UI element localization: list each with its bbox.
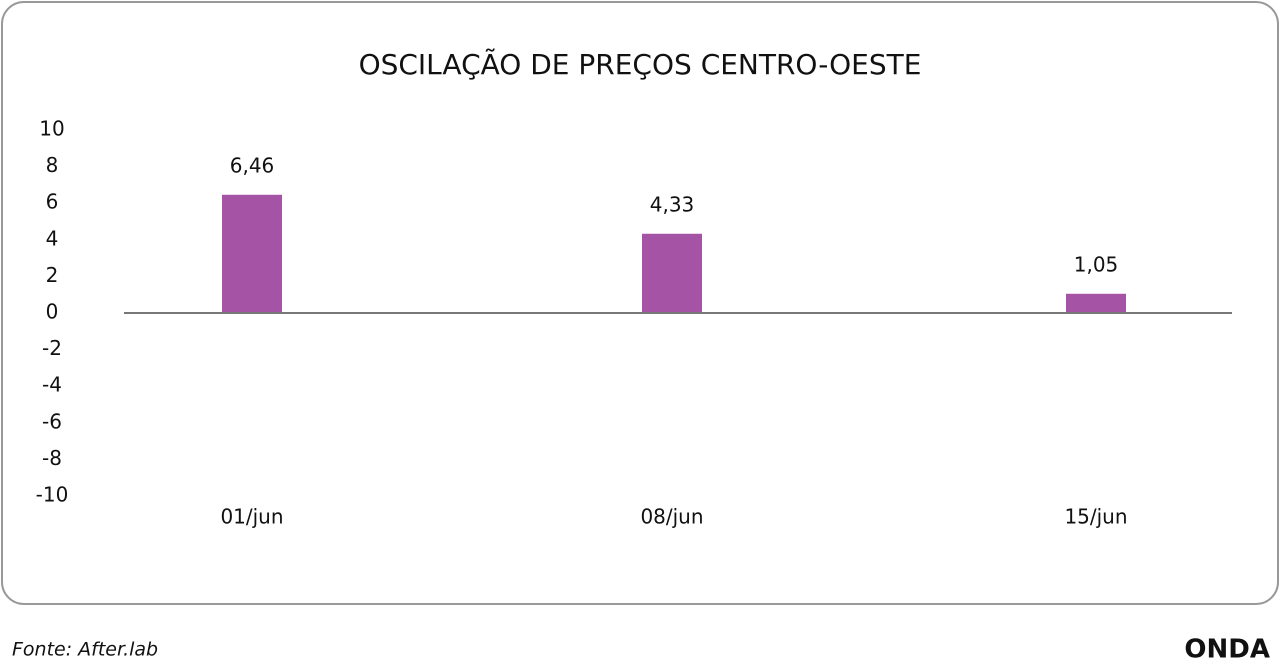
x-tick-label: 08/jun xyxy=(640,505,703,529)
y-tick-label: 10 xyxy=(39,117,64,141)
bar xyxy=(642,233,702,313)
y-tick-label: -2 xyxy=(42,336,62,360)
y-tick-label: 4 xyxy=(46,226,59,250)
bar xyxy=(1066,293,1126,313)
brand: ONDA xyxy=(1184,635,1270,665)
y-tick-label: 0 xyxy=(46,300,59,324)
y-tick-label: -6 xyxy=(42,409,62,433)
chart-frame xyxy=(1,1,1279,605)
value-label: 6,46 xyxy=(230,153,275,177)
chart-title: OSCILAÇÃO DE PREÇOS CENTRO-OESTE xyxy=(359,48,922,81)
x-tick-label: 15/jun xyxy=(1064,505,1127,529)
y-tick-label: 6 xyxy=(46,190,59,214)
y-tick-label: -10 xyxy=(36,483,69,507)
x-tick-label: 01/jun xyxy=(220,505,283,529)
source: Fonte: After.lab xyxy=(12,639,158,661)
value-label: 4,33 xyxy=(650,192,695,216)
y-tick-label: 2 xyxy=(46,263,59,287)
y-tick-label: 8 xyxy=(46,153,59,177)
y-tick-label: -4 xyxy=(42,373,62,397)
y-tick-label: -8 xyxy=(42,446,62,470)
bar xyxy=(222,194,282,313)
value-label: 1,05 xyxy=(1074,252,1119,276)
